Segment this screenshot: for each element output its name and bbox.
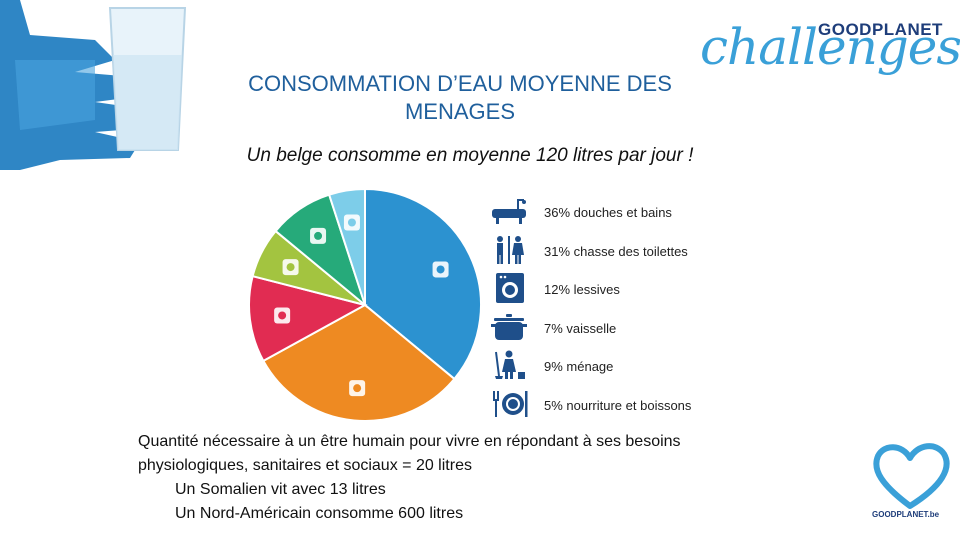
legend-item-food: 5% nourriture et boissons	[488, 385, 748, 424]
cleaning-person-icon	[495, 350, 525, 380]
pie-slice-bathtub	[364, 187, 482, 381]
legend-item-laundry: 12% lessives	[488, 269, 748, 308]
logo-challenges-text: challenges	[700, 18, 960, 76]
bottom-line-2: physiologiques, sanitaires et sociaux = …	[138, 457, 472, 474]
pie-legend: 36% douches et bains 31% chasse des toil…	[488, 192, 748, 424]
bottom-line-1: Quantité nécessaire à un être humain pou…	[138, 433, 681, 450]
legend-item-dishes: 7% vaisselle	[488, 308, 748, 347]
cooking-pot-icon	[491, 313, 527, 340]
pie-slice-fork-plate-icon	[343, 214, 360, 231]
heart-logo-label: GOODPLANET.be	[872, 510, 940, 519]
logo-goodplanet-text: GOODPLANET	[818, 20, 943, 39]
bottom-line-4: Un Nord-Américain consomme 600 litres	[175, 505, 464, 522]
legend-item-toilet: 31% chasse des toilettes	[488, 231, 748, 270]
legend-label: 12% lessives	[544, 282, 620, 298]
pie-slice-washing-machine	[248, 274, 368, 363]
legend-item-bath: 36% douches et bains	[488, 192, 748, 231]
pie-slice-washing-machine-icon	[274, 307, 291, 324]
water-consumption-pie-chart	[248, 187, 482, 422]
pie-slice-cleaning-person-icon	[310, 227, 327, 244]
glove-glass-illustration	[0, 0, 190, 170]
page-title: CONSOMMATION D’EAU MOYENNE DES MENAGES	[200, 70, 720, 126]
bottom-line-3: Un Somalien vit avec 13 litres	[175, 481, 386, 498]
fork-plate-icon	[493, 390, 528, 417]
legend-label: 7% vaisselle	[544, 320, 617, 336]
heart-icon	[873, 443, 950, 509]
pie-slice-cooking-pot-icon	[282, 259, 299, 276]
legend-label: 36% douches et bains	[544, 205, 672, 220]
legend-item-cleaning: 9% ménage	[488, 346, 748, 385]
bottom-text: Quantité nécessaire à un être humain pou…	[138, 430, 778, 526]
goodplanet-challenges-logo: challenges GOODPLANET	[700, 8, 960, 98]
legend-label: 5% nourriture et boissons	[544, 397, 692, 413]
title-line-1: CONSOMMATION D’EAU MOYENNE DES	[248, 71, 672, 96]
legend-label: 9% ménage	[544, 359, 614, 375]
pie-slice-toilet	[261, 303, 456, 422]
bathtub-icon	[492, 199, 526, 224]
subtitle: Un belge consomme en moyenne 120 litres …	[246, 145, 694, 166]
title-line-2: MENAGES	[404, 99, 516, 124]
washing-machine-icon	[496, 273, 524, 304]
toilet-icon	[497, 235, 524, 264]
legend-label: 31% chasse des toilettes	[544, 243, 688, 259]
pie-slice-toilet-icon	[349, 380, 366, 397]
pie-slice-bathtub-icon	[432, 261, 449, 278]
goodplanet-heart-logo: GOODPLANET.be	[862, 440, 958, 540]
